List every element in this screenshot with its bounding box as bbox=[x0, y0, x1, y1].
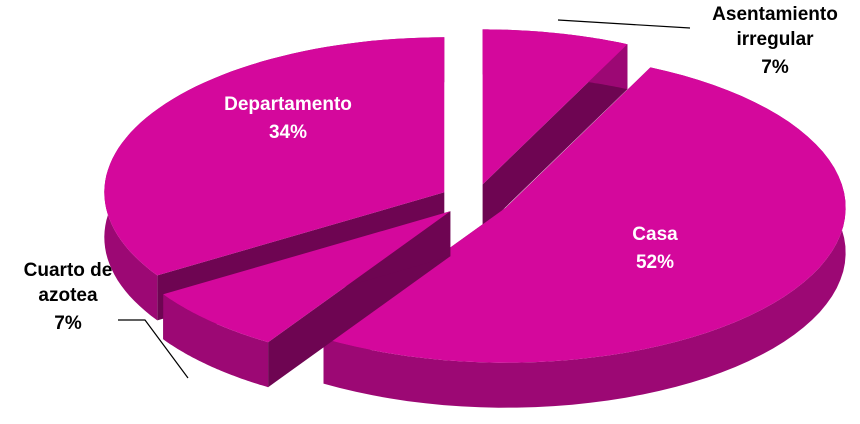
slice-side bbox=[323, 67, 846, 408]
slice-label: Departamento bbox=[224, 94, 352, 115]
slice-side bbox=[163, 294, 269, 388]
slice bbox=[323, 67, 846, 363]
slice-value-label: 52% bbox=[636, 252, 674, 273]
leader-line bbox=[118, 319, 189, 379]
slice bbox=[482, 29, 628, 185]
leader-line bbox=[557, 19, 691, 29]
pie bbox=[104, 29, 846, 408]
slice bbox=[163, 211, 451, 343]
slice-side bbox=[482, 44, 628, 230]
slice-value-label: 34% bbox=[269, 122, 307, 143]
labels: Asentamiento irregular 7% Casa 52% Cuarto de a… bbox=[24, 4, 838, 334]
slice-value-label: 7% bbox=[761, 57, 789, 78]
slice-label: Asentamiento irregular bbox=[712, 4, 838, 50]
slice-label: Cuarto de azotea bbox=[24, 260, 113, 306]
slice-value-label: 7% bbox=[54, 313, 82, 334]
slice bbox=[104, 37, 445, 276]
slice-label: Casa bbox=[632, 224, 678, 245]
